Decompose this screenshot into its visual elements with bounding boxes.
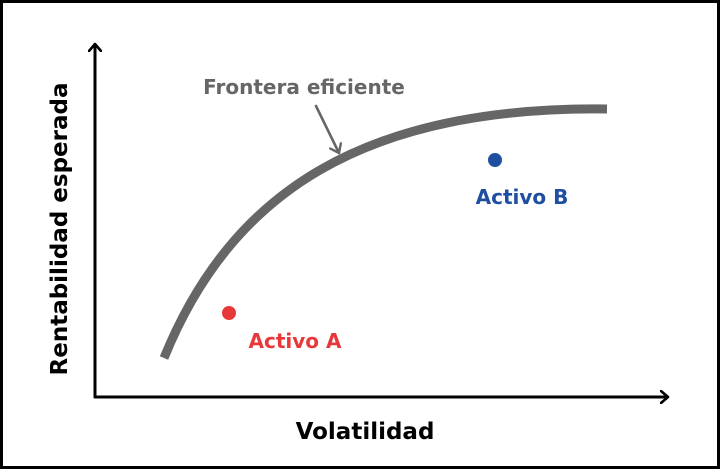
- point-label-activo-b: Activo B: [476, 185, 569, 209]
- point-activo-b: [488, 153, 502, 167]
- point-label-activo-a: Activo A: [249, 329, 342, 353]
- frontier-label: Frontera eficiente: [203, 75, 405, 99]
- efficient-frontier-chart: Frontera eficiente Activo A Activo B Vol…: [47, 3, 720, 445]
- x-axis-label: Volatilidad: [296, 419, 435, 445]
- efficient-frontier-curve: [159, 104, 608, 360]
- point-activo-a: [222, 306, 236, 320]
- frontier-callout-arrow: [314, 104, 339, 155]
- y-axis-label: Rentabilidad esperada: [47, 83, 73, 376]
